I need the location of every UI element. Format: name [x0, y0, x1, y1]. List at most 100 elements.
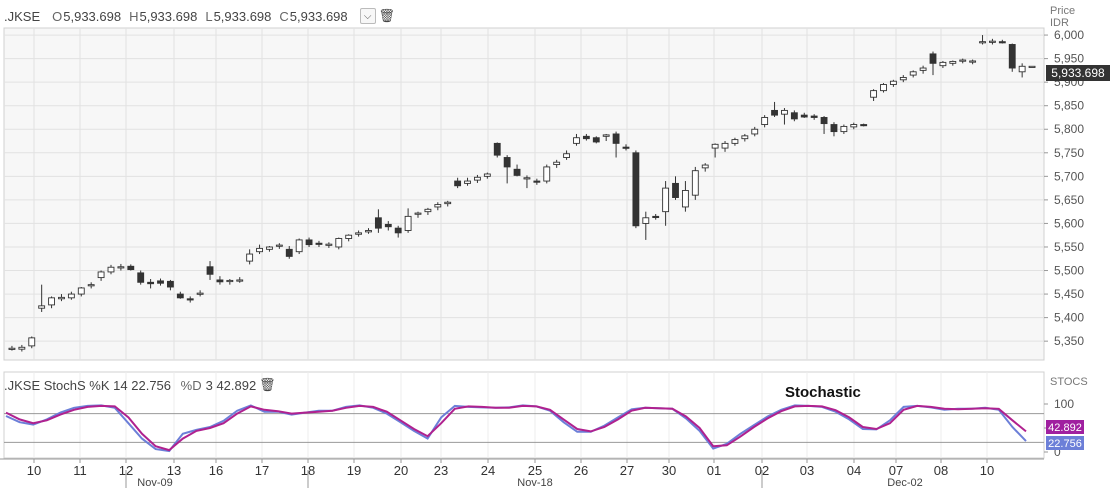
- price-tick-label: 5,850: [1054, 99, 1084, 113]
- candle-body-up: [949, 60, 957, 64]
- price-tick-label: 5,600: [1054, 216, 1084, 230]
- price-tick-label: 5,450: [1054, 287, 1084, 301]
- x-tick-label: 17: [255, 463, 269, 478]
- candle: [830, 122, 838, 137]
- candle: [672, 176, 679, 200]
- month-label: Dec-02: [887, 477, 922, 488]
- candle-body-up: [266, 246, 273, 250]
- stoch-axis-title: STOCS: [1050, 376, 1088, 388]
- candle: [384, 221, 392, 231]
- x-tick-label: 24: [481, 463, 495, 478]
- stoch-tick-label: 100: [1054, 397, 1074, 411]
- candle: [622, 144, 630, 151]
- candle: [236, 277, 244, 283]
- candle: [880, 83, 887, 93]
- high-label: H: [129, 8, 139, 24]
- candle: [998, 39, 1006, 44]
- candle: [870, 89, 878, 101]
- trash-icon[interactable]: 🗑: [258, 377, 276, 392]
- candle-body-up: [335, 238, 343, 248]
- candle-body-up: [969, 60, 977, 63]
- candle-body-down: [216, 279, 224, 283]
- x-tick-label: 07: [889, 463, 903, 478]
- x-tick-label: 11: [73, 463, 87, 478]
- stochastic-annotation: Stochastic: [785, 384, 861, 401]
- candle: [1018, 63, 1026, 78]
- candle: [929, 51, 937, 76]
- candle-body-up: [107, 266, 115, 273]
- candle-body-up: [711, 143, 719, 149]
- candle: [553, 159, 561, 168]
- candle-body-up: [642, 217, 650, 224]
- candle-body-down: [632, 152, 640, 227]
- candle-body-up: [691, 170, 699, 196]
- k-legend-value: 22.756: [131, 377, 172, 393]
- candle: [701, 163, 709, 172]
- k-value-tag-bg: [1046, 436, 1084, 450]
- candle-body-down: [176, 293, 184, 299]
- d-legend-value: 42.892: [216, 377, 257, 393]
- candle-body-up: [781, 109, 788, 115]
- candle-body-up: [196, 292, 204, 295]
- stoch-lines: [5, 404, 1027, 453]
- candle: [563, 150, 570, 160]
- candle-body-up: [662, 187, 670, 213]
- main-gridlines: [4, 28, 1044, 360]
- stoch-name: StochS: [43, 377, 86, 393]
- candle-body-up: [8, 347, 16, 350]
- candle-body-up: [58, 296, 65, 300]
- price-tick-label: 5,500: [1054, 264, 1084, 278]
- d-value-tag: 42.892: [1048, 422, 1082, 434]
- x-tick-label: 26: [574, 463, 588, 478]
- candle: [840, 124, 848, 134]
- candle-body-up: [979, 41, 986, 44]
- candle: [810, 114, 818, 120]
- candle-body-up: [721, 142, 729, 149]
- candle-body-up: [731, 139, 739, 144]
- candle-body-up: [553, 161, 561, 166]
- candlesticks: [8, 35, 1036, 352]
- x-tick-label: 01: [707, 463, 721, 478]
- open-label: O: [52, 8, 63, 24]
- low-label: L: [205, 8, 213, 24]
- x-tick-label: 30: [662, 463, 676, 478]
- candle: [612, 131, 620, 158]
- candle: [1008, 43, 1016, 72]
- trash-icon[interactable]: 🗑: [378, 8, 395, 23]
- candle: [107, 264, 115, 275]
- main-plot-area: [3, 27, 1045, 361]
- close-label: C: [279, 8, 289, 24]
- candle-body-up: [989, 40, 996, 43]
- candle: [781, 108, 788, 125]
- candle: [295, 238, 303, 255]
- candle: [355, 230, 363, 237]
- d-label: %D: [180, 377, 202, 393]
- candle: [959, 58, 967, 64]
- candle-body-up: [275, 244, 283, 247]
- candle: [632, 150, 640, 229]
- candle: [434, 202, 442, 211]
- candle: [493, 142, 501, 158]
- candle: [77, 287, 85, 297]
- candle: [503, 155, 511, 184]
- x-tick-label: 20: [394, 463, 408, 478]
- candle-body-up: [404, 215, 412, 231]
- candle-body-down: [137, 272, 145, 283]
- candle-body-up: [761, 117, 769, 125]
- candle: [48, 296, 55, 309]
- price-tick-label: 5,700: [1054, 169, 1084, 183]
- candle: [573, 133, 580, 146]
- candle-body-down: [612, 133, 620, 144]
- candle: [800, 112, 808, 118]
- candle-body-down: [394, 227, 402, 234]
- candle-body-up: [939, 61, 947, 67]
- month-label: Nov-18: [517, 477, 552, 488]
- candle: [58, 294, 65, 302]
- chevron-down-icon[interactable]: ⌵: [359, 8, 376, 24]
- candle-body-down: [384, 223, 392, 228]
- candle-body-up: [919, 67, 927, 71]
- candle: [711, 143, 719, 158]
- candle-body-up: [573, 137, 580, 144]
- candle-body-down: [790, 112, 798, 120]
